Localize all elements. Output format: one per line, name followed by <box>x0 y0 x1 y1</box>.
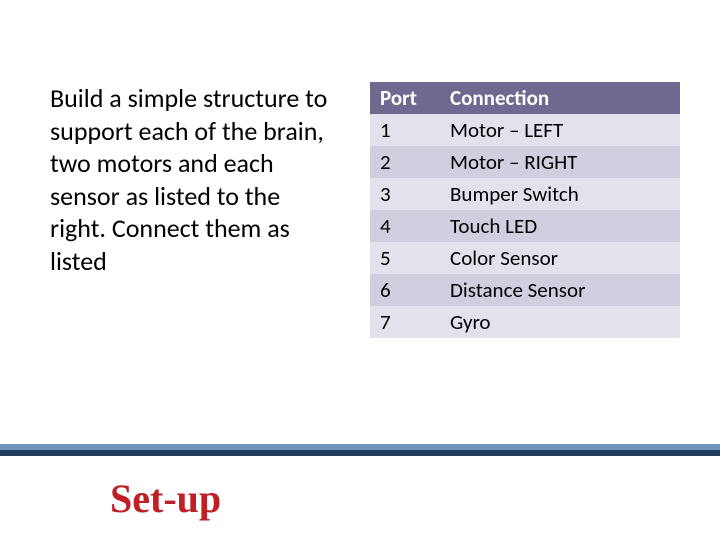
cell-port: 4 <box>370 210 440 242</box>
content-area: Build a simple structure to support each… <box>0 0 720 338</box>
table-row: 2Motor – RIGHT <box>370 146 680 178</box>
port-connection-table: Port Connection 1Motor – LEFT2Motor – RI… <box>370 82 680 338</box>
cell-connection: Distance Sensor <box>440 274 680 306</box>
cell-port: 5 <box>370 242 440 274</box>
cell-connection: Gyro <box>440 306 680 338</box>
port-table-container: Port Connection 1Motor – LEFT2Motor – RI… <box>370 82 680 338</box>
cell-connection: Motor – RIGHT <box>440 146 680 178</box>
footer-title-band: Set-up <box>0 456 720 540</box>
table-row: 3Bumper Switch <box>370 178 680 210</box>
cell-connection: Color Sensor <box>440 242 680 274</box>
cell-port: 6 <box>370 274 440 306</box>
table-row: 7Gyro <box>370 306 680 338</box>
cell-port: 3 <box>370 178 440 210</box>
cell-connection: Touch LED <box>440 210 680 242</box>
table-header-row: Port Connection <box>370 82 680 114</box>
table-row: 4Touch LED <box>370 210 680 242</box>
cell-connection: Motor – LEFT <box>440 114 680 146</box>
table-row: 6Distance Sensor <box>370 274 680 306</box>
table-header-port: Port <box>370 82 440 114</box>
table-body: 1Motor – LEFT2Motor – RIGHT3Bumper Switc… <box>370 114 680 338</box>
page-title: Set-up <box>110 475 221 522</box>
instructions-text: Build a simple structure to support each… <box>50 82 330 338</box>
cell-port: 2 <box>370 146 440 178</box>
table-header-connection: Connection <box>440 82 680 114</box>
cell-port: 7 <box>370 306 440 338</box>
footer: Set-up <box>0 444 720 540</box>
table-row: 5Color Sensor <box>370 242 680 274</box>
cell-connection: Bumper Switch <box>440 178 680 210</box>
cell-port: 1 <box>370 114 440 146</box>
table-row: 1Motor – LEFT <box>370 114 680 146</box>
